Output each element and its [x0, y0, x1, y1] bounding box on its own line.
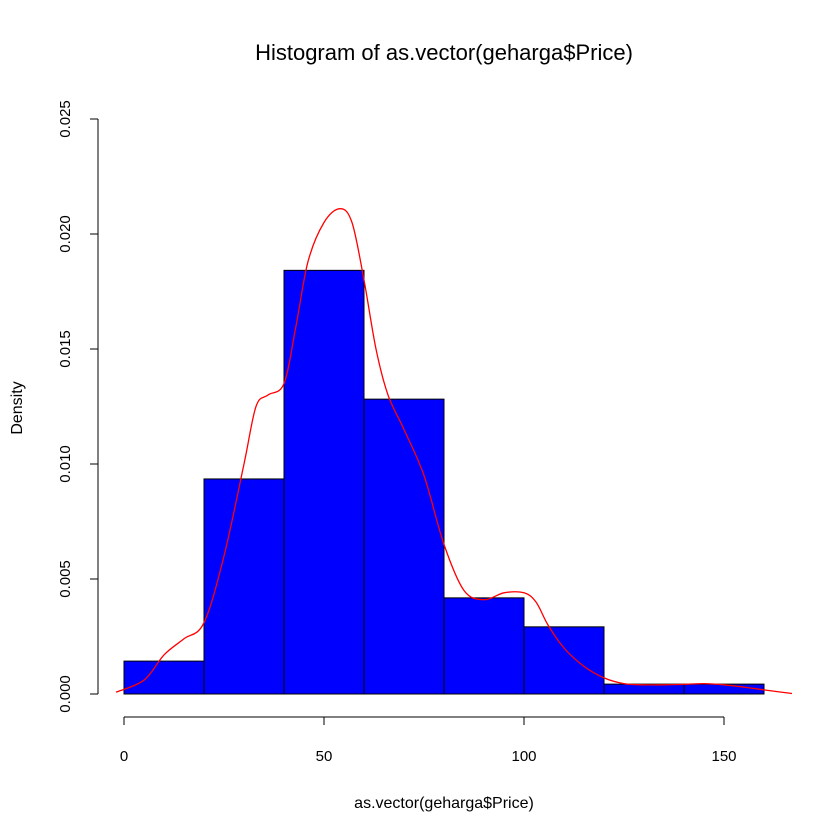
y-tick-label: 0.020	[57, 215, 74, 253]
histogram-bar-4	[443, 597, 525, 695]
histogram-bar-0	[123, 660, 205, 695]
y-tick-label: 0.025	[57, 100, 74, 138]
density-curve	[115, 208, 793, 695]
y-tick-label: 0.015	[57, 330, 74, 368]
histogram-bar-3	[363, 398, 445, 695]
histogram-bar-7	[683, 683, 765, 695]
y-tick-label: 0.005	[57, 560, 74, 598]
y-tick-label: 0.010	[57, 445, 74, 483]
y-tick-label: 0.000	[57, 675, 74, 713]
histogram-bar-1	[203, 478, 285, 695]
histogram-bar-6	[603, 683, 685, 695]
chart-title: Histogram of as.vector(geharga$Price)	[255, 40, 633, 65]
x-tick-label: 150	[711, 748, 736, 765]
x-axis: 0 50 100 150	[120, 716, 737, 765]
histogram-bars	[123, 269, 765, 695]
y-axis: 0.000 0.005 0.010 0.015 0.020 0.025	[57, 100, 99, 713]
x-tick-label: 50	[316, 748, 333, 765]
x-tick-label: 100	[511, 748, 536, 765]
y-axis-label: Density	[9, 381, 26, 434]
histogram-bar-2	[283, 269, 365, 695]
histogram-bar-5	[523, 626, 605, 695]
x-axis-label: as.vector(geharga$Price)	[354, 795, 534, 812]
x-tick-label: 0	[120, 748, 128, 765]
